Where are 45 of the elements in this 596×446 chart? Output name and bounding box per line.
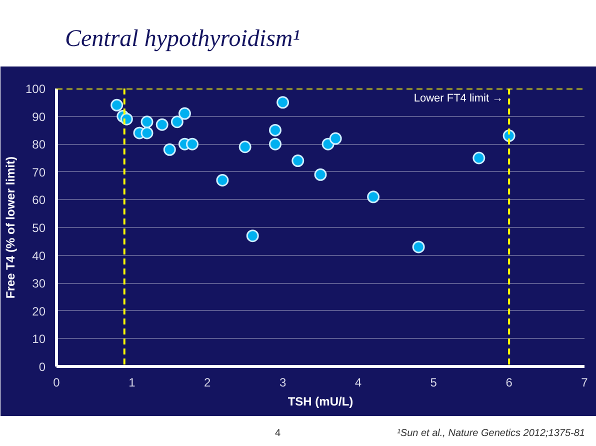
y-tick-label: 80 (32, 138, 46, 152)
y-tick-label: 20 (32, 304, 46, 318)
chart-title: Central hypothyroidism¹ (65, 25, 300, 53)
text: ¹Sun et al., Nature Genetics 2012;1375-81 (397, 427, 585, 441)
point (314, 168, 327, 181)
x-tick-label: 7 (581, 376, 588, 390)
x-axis-title: TSH (mU/L) (288, 394, 354, 408)
y-tick-label: 0 (38, 360, 46, 374)
x-tick-label: 5 (430, 376, 438, 390)
y-tick-label: 30 (32, 276, 46, 291)
point (246, 230, 259, 242)
point (170, 116, 184, 128)
point (163, 143, 176, 156)
point (186, 138, 199, 150)
point (472, 152, 486, 164)
point (140, 116, 154, 128)
y-tick-label: 10 (32, 332, 46, 346)
y-tick-label: 50 (32, 221, 46, 235)
point (329, 132, 342, 145)
point (367, 190, 380, 204)
point (268, 138, 282, 150)
x-tick-label: 3 (279, 376, 286, 390)
y-tick-label: 60 (32, 193, 46, 208)
x-tick-label: 1 (128, 376, 136, 390)
y-axis-title: Free T4 (% of lower limit) (3, 156, 18, 299)
point (292, 154, 304, 168)
x-tick-label: 6 (506, 376, 513, 390)
text: 4 (275, 427, 281, 441)
point (412, 240, 425, 254)
x-tick-label: 0 (53, 376, 60, 390)
point (178, 107, 191, 120)
y-tick-label: 40 (32, 248, 46, 263)
ref-line-label: Lower FT4 limit → (414, 92, 504, 104)
x-tick-label: 4 (354, 376, 362, 390)
point (238, 140, 252, 154)
point (216, 174, 229, 186)
point (268, 124, 282, 136)
y-tick-label: 90 (32, 110, 46, 124)
y-tick-label: 70 (32, 165, 46, 180)
point (140, 126, 154, 140)
point (110, 98, 124, 112)
point (276, 96, 290, 109)
y-tick-label: 100 (25, 82, 46, 96)
point (156, 118, 168, 131)
x-tick-label: 2 (204, 376, 212, 390)
